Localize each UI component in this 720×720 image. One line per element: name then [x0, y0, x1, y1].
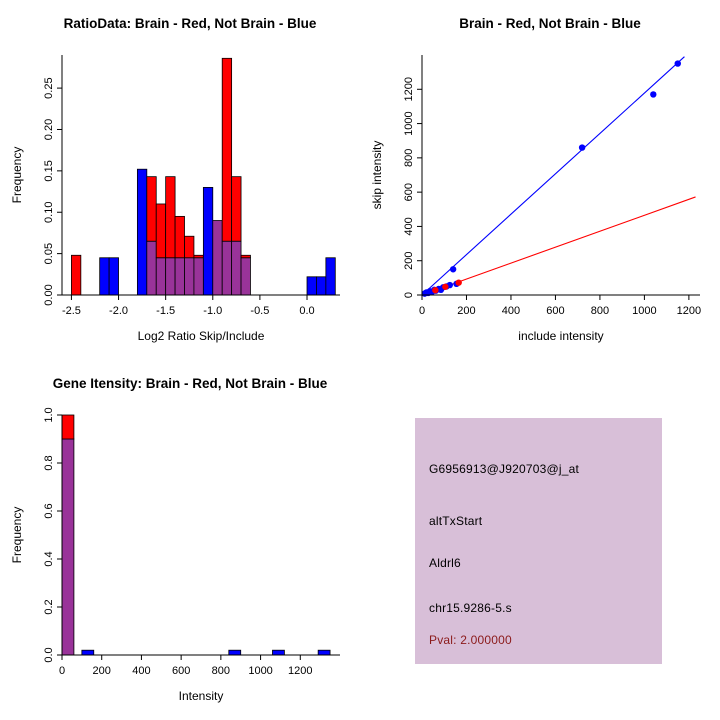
- svg-text:800: 800: [212, 665, 230, 677]
- svg-text:0.05: 0.05: [43, 243, 55, 264]
- svg-text:0.00: 0.00: [43, 284, 55, 305]
- svg-text:0: 0: [59, 665, 65, 677]
- svg-text:1200: 1200: [403, 77, 415, 101]
- svg-text:0.10: 0.10: [43, 202, 55, 223]
- probe-id-text: G6956913@J920703@j_at: [429, 462, 580, 476]
- svg-text:200: 200: [457, 305, 475, 317]
- svg-text:0.20: 0.20: [43, 119, 55, 140]
- svg-text:0.15: 0.15: [43, 160, 55, 181]
- gene-name-text: Aldrl6: [429, 556, 461, 570]
- svg-text:-1.5: -1.5: [156, 305, 175, 317]
- svg-text:1000: 1000: [403, 111, 415, 135]
- svg-text:Frequency: Frequency: [10, 147, 24, 204]
- svg-text:600: 600: [546, 305, 564, 317]
- svg-text:600: 600: [403, 183, 415, 201]
- genomic-location-text: chr15.9286-5.s: [429, 601, 512, 615]
- pval-text: Pval: 2.000000: [429, 633, 512, 647]
- svg-text:1200: 1200: [288, 665, 312, 677]
- svg-text:800: 800: [403, 149, 415, 167]
- svg-text:0.6: 0.6: [43, 503, 55, 518]
- intensity-scatter-chart: 0 200 400 600 800 1000 1200 0 200 400 600 800 1000 12…: [370, 55, 701, 343]
- svg-text:600: 600: [172, 665, 190, 677]
- svg-text:400: 400: [132, 665, 150, 677]
- svg-text:200: 200: [93, 665, 111, 677]
- svg-text:0.0: 0.0: [43, 647, 55, 662]
- svg-text:0.2: 0.2: [43, 599, 55, 614]
- intensity-scatter-title: Brain - Red, Not Brain - Blue: [459, 16, 641, 31]
- svg-text:1000: 1000: [248, 665, 272, 677]
- svg-text:400: 400: [403, 217, 415, 235]
- svg-text:0.4: 0.4: [43, 551, 55, 566]
- svg-text:-0.5: -0.5: [250, 305, 269, 317]
- event-type-text: altTxStart: [429, 514, 483, 528]
- svg-text:0.0: 0.0: [299, 305, 314, 317]
- svg-text:-1.0: -1.0: [203, 305, 222, 317]
- panel-ratio-histogram: RatioData: Brain - Red, Not Brain - Blue…: [0, 0, 360, 360]
- svg-text:Log2 Ratio Skip/Include: Log2 Ratio Skip/Include: [138, 329, 265, 343]
- svg-text:400: 400: [502, 305, 520, 317]
- gene-histogram-title: Gene Itensity: Brain - Red, Not Brain - …: [52, 376, 328, 391]
- svg-text:Frequency: Frequency: [10, 507, 24, 564]
- svg-text:1000: 1000: [632, 305, 656, 317]
- panel-gene-histogram: Gene Itensity: Brain - Red, Not Brain - …: [0, 360, 360, 720]
- svg-text:Intensity: Intensity: [179, 689, 224, 703]
- info-box: G6956913@J920703@j_at altTxStart Aldrl6 …: [415, 418, 662, 664]
- ratio-histogram-title: RatioData: Brain - Red, Not Brain - Blue: [63, 16, 317, 31]
- svg-text:0.8: 0.8: [43, 455, 55, 470]
- svg-text:200: 200: [403, 252, 415, 270]
- svg-text:skip intensity: skip intensity: [370, 141, 384, 210]
- svg-text:1200: 1200: [677, 305, 701, 317]
- panel-intensity-scatter: Brain - Red, Not Brain - Blue 0 200 400 600…: [360, 0, 720, 360]
- svg-text:-2.5: -2.5: [62, 305, 81, 317]
- gene-histogram-chart: 0 200 400 600 800 1000 1200 0.0 0.2 0.4 0.6 0.8 1.0 I…: [10, 407, 340, 703]
- svg-text:0: 0: [419, 305, 425, 317]
- svg-text:0.25: 0.25: [43, 77, 55, 98]
- svg-text:include intensity: include intensity: [518, 329, 603, 343]
- ratio-histogram-chart: -2.5 -2.0 -1.5 -1.0 -0.5 0.0 0.00 0.05 0.10 0.15 0…: [10, 55, 340, 343]
- svg-text:800: 800: [591, 305, 609, 317]
- svg-text:0: 0: [403, 292, 415, 298]
- svg-text:1.0: 1.0: [43, 407, 55, 422]
- svg-text:-2.0: -2.0: [109, 305, 128, 317]
- panel-info: G6956913@J920703@j_at altTxStart Aldrl6 …: [360, 360, 720, 720]
